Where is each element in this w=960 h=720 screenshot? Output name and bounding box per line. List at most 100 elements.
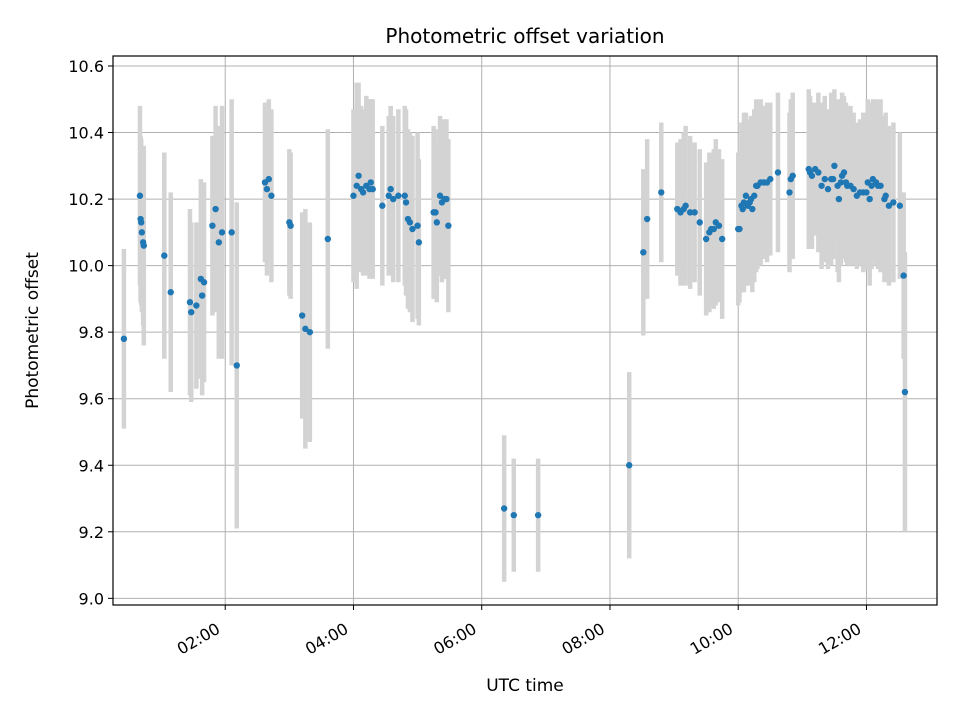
data-point bbox=[691, 209, 698, 216]
data-point bbox=[355, 172, 362, 179]
data-point bbox=[167, 289, 174, 296]
data-point bbox=[534, 511, 542, 519]
data-point bbox=[265, 175, 273, 183]
x-tick-label: 12:00 bbox=[815, 619, 864, 659]
data-point bbox=[140, 242, 147, 249]
y-tick-label: 9.6 bbox=[79, 390, 104, 409]
x-tick-label: 06:00 bbox=[430, 619, 479, 659]
y-tick-label: 9.8 bbox=[79, 323, 104, 342]
data-point bbox=[890, 199, 897, 206]
x-tick-label: 02:00 bbox=[174, 619, 223, 659]
data-point bbox=[866, 195, 873, 203]
data-point bbox=[218, 229, 226, 236]
y-tick-label: 9.0 bbox=[79, 589, 104, 608]
data-point bbox=[789, 172, 796, 179]
data-point bbox=[815, 169, 822, 176]
data-point bbox=[824, 185, 832, 193]
data-point bbox=[385, 192, 392, 199]
x-tick-label: 04:00 bbox=[302, 619, 351, 659]
data-point bbox=[120, 335, 128, 343]
plot-frame bbox=[112, 55, 938, 606]
y-tick-label: 10.0 bbox=[68, 257, 104, 276]
y-tick-label: 10.2 bbox=[68, 190, 104, 209]
data-point bbox=[138, 219, 145, 226]
data-point bbox=[837, 179, 845, 186]
data-point bbox=[306, 328, 314, 336]
data-point bbox=[696, 219, 703, 226]
data-point bbox=[287, 222, 294, 229]
data-point bbox=[350, 192, 357, 199]
data-point bbox=[263, 185, 271, 193]
data-point bbox=[414, 222, 421, 229]
data-point bbox=[432, 209, 439, 216]
data-point bbox=[212, 205, 219, 213]
data-point bbox=[821, 175, 828, 183]
data-point bbox=[138, 229, 146, 236]
data-point bbox=[379, 202, 386, 209]
data-point bbox=[850, 185, 857, 193]
data-point bbox=[324, 235, 332, 243]
data-point bbox=[767, 175, 774, 183]
data-point bbox=[390, 195, 397, 203]
data-point bbox=[353, 182, 360, 189]
data-point bbox=[359, 189, 367, 196]
x-axis-label: UTC time bbox=[486, 676, 564, 696]
data-point bbox=[643, 215, 651, 223]
data-point bbox=[198, 292, 206, 299]
data-point bbox=[835, 195, 843, 203]
data-point bbox=[702, 235, 710, 243]
data-point bbox=[829, 175, 837, 183]
data-point bbox=[742, 192, 750, 199]
data-point bbox=[436, 192, 444, 199]
data-point bbox=[186, 299, 194, 306]
data-point bbox=[445, 222, 452, 229]
data-point bbox=[402, 199, 410, 206]
data-point bbox=[710, 225, 718, 233]
data-point bbox=[409, 225, 416, 233]
data-point bbox=[215, 239, 223, 246]
data-point bbox=[715, 222, 723, 229]
data-point bbox=[640, 249, 647, 256]
data-point bbox=[751, 192, 758, 199]
data-point bbox=[302, 325, 309, 333]
data-point bbox=[626, 462, 633, 469]
x-tick-label: 08:00 bbox=[559, 619, 608, 659]
data-point bbox=[500, 505, 508, 512]
data-point bbox=[395, 192, 402, 199]
data-point bbox=[774, 169, 782, 176]
data-point bbox=[367, 179, 374, 186]
data-point bbox=[885, 202, 893, 209]
data-point bbox=[686, 209, 694, 216]
data-point bbox=[136, 192, 144, 199]
chart-title: Photometric offset variation bbox=[385, 24, 664, 48]
data-point bbox=[882, 192, 889, 199]
x-tick-label: 10:00 bbox=[687, 619, 736, 659]
data-point bbox=[718, 235, 726, 243]
data-point bbox=[161, 252, 168, 259]
data-point bbox=[369, 185, 376, 193]
y-tick-label: 9.4 bbox=[79, 456, 104, 475]
data-point bbox=[228, 229, 235, 236]
data-point bbox=[840, 169, 848, 176]
data-point bbox=[808, 172, 816, 179]
y-axis-label: Photometric offset bbox=[23, 252, 43, 409]
data-point bbox=[200, 279, 208, 286]
data-point bbox=[739, 205, 746, 213]
data-point bbox=[786, 189, 793, 196]
data-point bbox=[896, 202, 904, 209]
data-point bbox=[209, 222, 216, 229]
data-point bbox=[268, 192, 275, 199]
data-point bbox=[387, 185, 394, 193]
data-point bbox=[193, 302, 200, 309]
data-point bbox=[188, 309, 195, 316]
data-point bbox=[749, 205, 756, 213]
data-point bbox=[443, 195, 450, 203]
data-point bbox=[818, 182, 825, 189]
data-point bbox=[736, 225, 743, 233]
y-tick-label: 9.2 bbox=[79, 523, 104, 542]
data-point bbox=[298, 312, 306, 319]
data-point bbox=[682, 202, 689, 209]
data-points bbox=[120, 162, 909, 519]
data-point bbox=[433, 219, 441, 226]
